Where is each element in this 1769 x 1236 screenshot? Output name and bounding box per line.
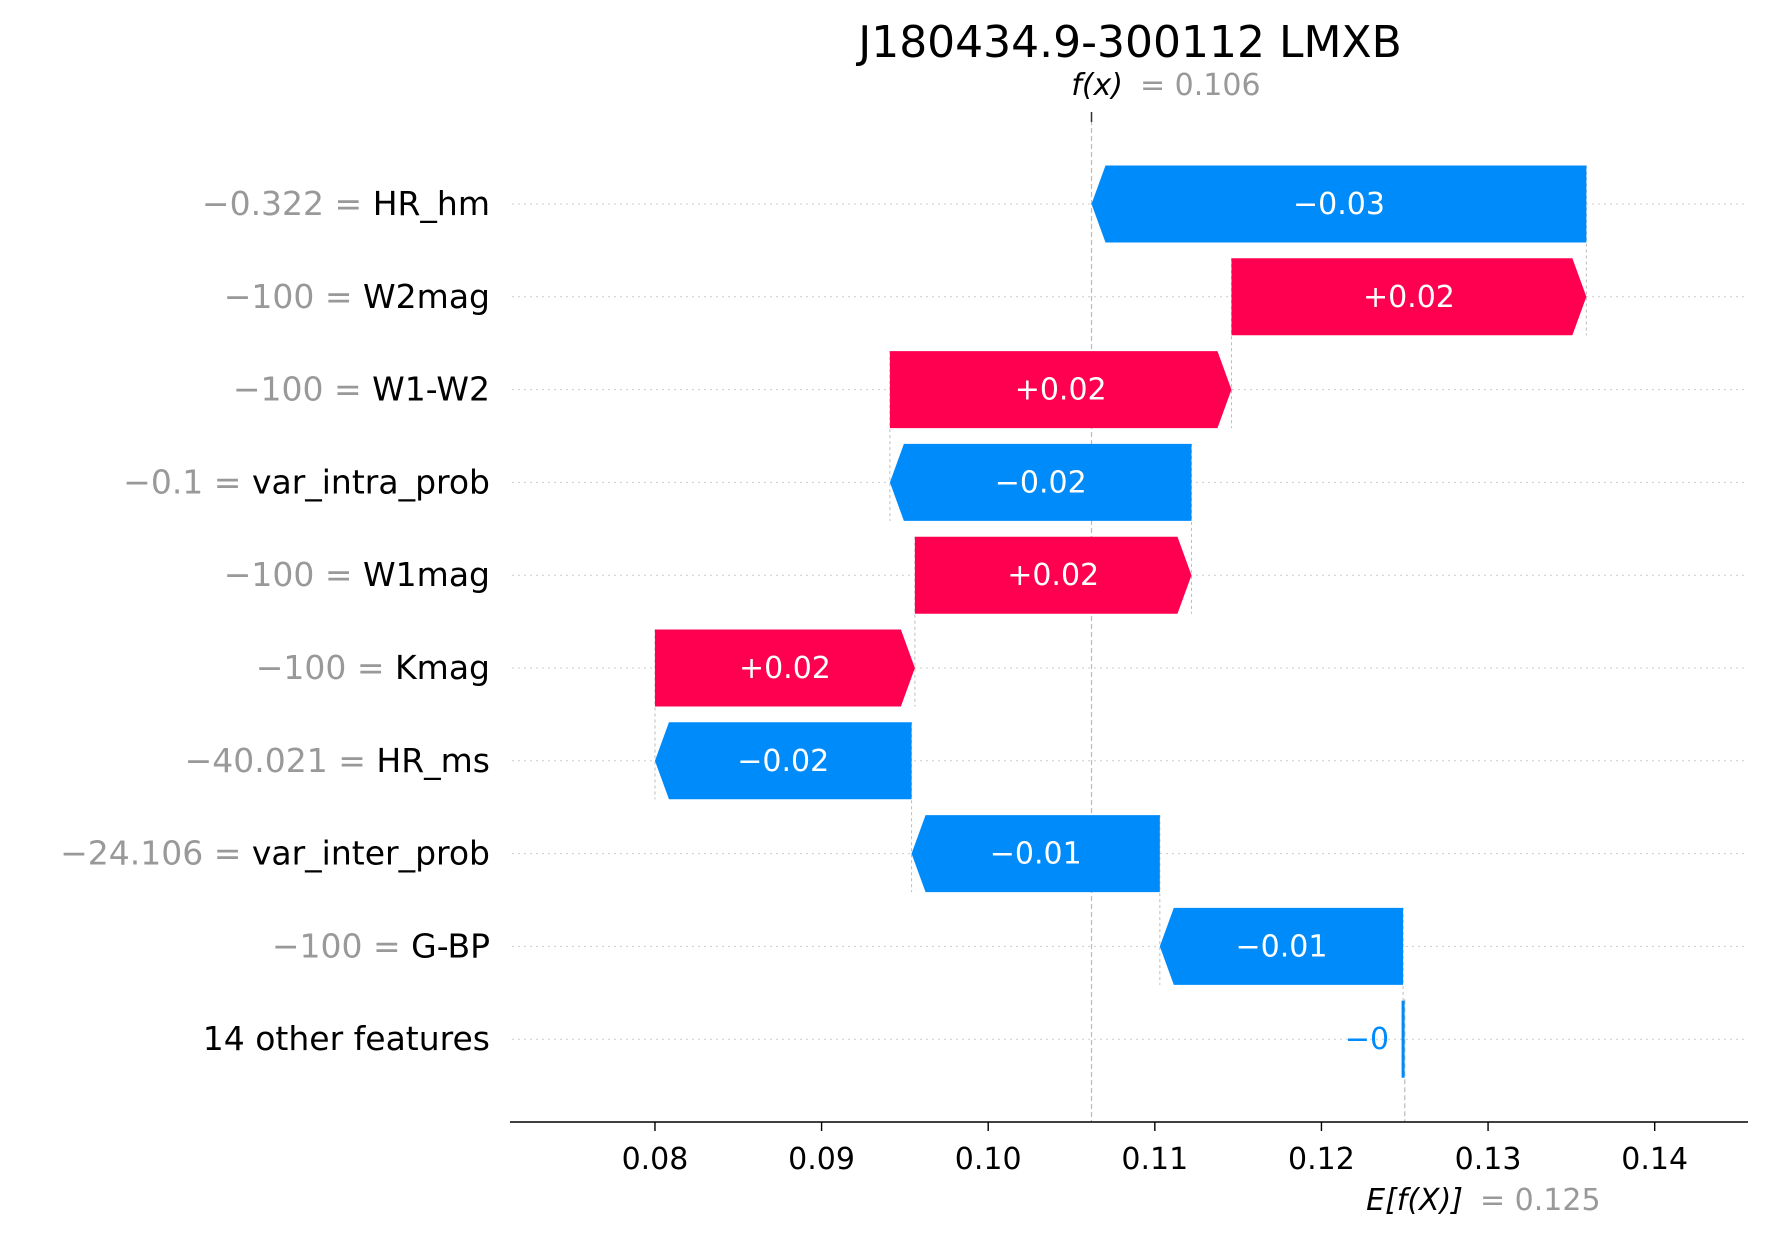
x-tick-label: 0.10 [955,1142,1022,1177]
feature-value: −100 = [224,277,363,316]
x-tick-label: 0.08 [622,1142,689,1177]
bar-value-label: −0 [1345,1022,1389,1057]
feature-value: −100 = [272,926,411,965]
feature-bar [1091,165,1587,243]
bar-value-label: −0.03 [1293,187,1385,222]
feature-bar [654,722,912,800]
feature-bar [654,629,915,707]
feature-value: −0.1 = [123,462,252,501]
fx-annotation: f(x) = 0.106 [1071,68,1260,103]
feature-name: HR_ms [376,741,490,780]
feature-value: −100 = [256,648,395,687]
x-tick-label: 0.13 [1455,1142,1522,1177]
feature-bar [1231,258,1587,336]
x-tick-label: 0.12 [1288,1142,1355,1177]
fx-label: f(x) [1071,68,1123,103]
feature-bar [889,351,1232,429]
feature-value: −0.322 = [202,184,373,223]
chart-title: J180434.9-300112 LMXB [855,17,1402,68]
bar-value-label: −0.02 [737,744,829,779]
y-labels-layer: −0.322 = HR_hm−100 = W2mag−100 = W1-W2−0… [60,184,490,1058]
fx-value: = 0.106 [1140,68,1261,103]
feature-value: −100 = [233,370,372,409]
feature-bar [914,536,1192,614]
feature-name: var_intra_prob [252,462,490,501]
bar-value-label: −0.01 [1235,929,1327,964]
bar-value-label: +0.02 [1363,280,1455,315]
feature-name: W1mag [363,555,490,594]
x-axis: 0.08 0.09 0.10 0.11 0.12 0.13 0.14 [510,1121,1748,1177]
bar-value-label: −0.01 [990,837,1082,872]
x-tick-label: 0.11 [1121,1142,1188,1177]
efx-label: E[f(X)] [1366,1183,1463,1218]
feature-label: −100 = Kmag [256,648,490,687]
x-tick-label: 0.09 [788,1142,855,1177]
feature-name: var_inter_prob [252,834,490,873]
feature-label: −100 = G-BP [272,926,490,965]
feature-name: HR_hm [373,184,490,223]
feature-label: 14 other features [203,1019,490,1058]
bars-layer: −0.03 +0.02 +0.02 −0.02 +0.02 +0.02 −0.02 −0.01… [654,165,1587,1078]
feature-label: −0.1 = var_intra_prob [123,462,490,501]
feature-name: W2mag [363,277,490,316]
feature-bar [889,443,1192,521]
bar-value-label: +0.02 [739,651,831,686]
feature-name: 14 other features [203,1019,490,1058]
feature-bar [911,815,1160,893]
feature-name: Kmag [395,648,490,687]
feature-value: −100 = [224,555,363,594]
feature-value: −40.021 = [185,741,377,780]
feature-label: −40.021 = HR_ms [185,741,490,780]
bar-value-label: +0.02 [1015,373,1107,408]
feature-label: −0.322 = HR_hm [202,184,490,223]
efx-value: = 0.125 [1480,1183,1601,1218]
bar-value-label: +0.02 [1007,558,1099,593]
feature-name: W1-W2 [372,370,490,409]
feature-label: −100 = W1-W2 [233,370,490,409]
feature-label: −24.106 = var_inter_prob [60,834,490,873]
feature-bar [1401,1000,1405,1078]
feature-name: G-BP [411,926,490,965]
x-tick-label: 0.14 [1621,1142,1688,1177]
feature-label: −100 = W2mag [224,277,490,316]
bar-value-label: −0.02 [995,465,1087,500]
feature-bar [1159,907,1404,985]
efx-annotation: E[f(X)] = 0.125 [1366,1183,1600,1218]
feature-value: −24.106 = [60,834,252,873]
feature-label: −100 = W1mag [224,555,490,594]
